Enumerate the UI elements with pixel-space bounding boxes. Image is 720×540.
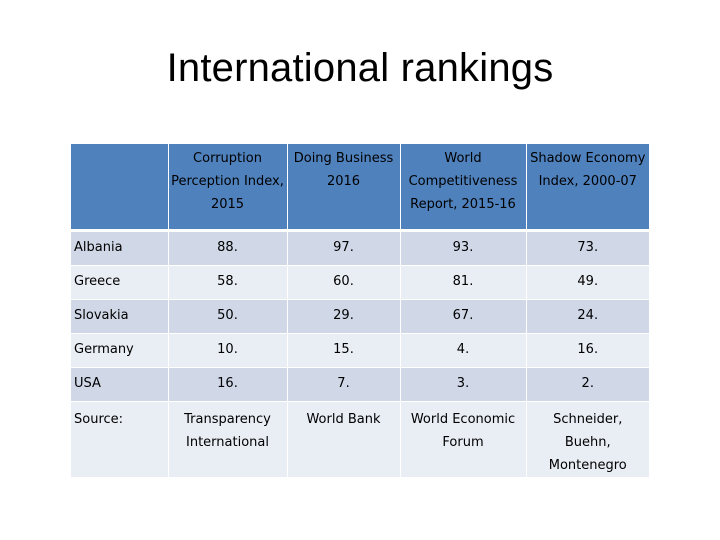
table-cell: 58.	[168, 265, 288, 300]
table-header-row: Corruption Perception Index, 2015 Doing …	[71, 144, 649, 232]
table-cell: 97.	[287, 230, 401, 266]
table-cell: 16.	[168, 367, 288, 402]
table-cell: 93.	[400, 230, 527, 266]
row-label: Albania	[71, 230, 169, 266]
header-doing-business: Doing Business 2016	[287, 144, 401, 232]
row-label: Greece	[71, 265, 169, 300]
table-cell: 81.	[400, 265, 527, 300]
table-row: Germany 10. 15. 4. 16.	[71, 333, 649, 368]
header-shadow-economy-index: Shadow Economy Index, 2000-07	[526, 144, 649, 232]
row-label: Germany	[71, 333, 169, 368]
table-cell: 29.	[287, 299, 401, 334]
table-cell: 2.	[526, 367, 649, 402]
table-cell: 4.	[400, 333, 527, 368]
table-cell: 16.	[526, 333, 649, 368]
table-cell: 49.	[526, 265, 649, 300]
source-cell: World Bank	[287, 401, 401, 478]
table-cell: 60.	[287, 265, 401, 300]
source-cell: Transparency International	[168, 401, 288, 478]
table-row: Slovakia 50. 29. 67. 24.	[71, 299, 649, 334]
table-cell: 15.	[287, 333, 401, 368]
row-label: Slovakia	[71, 299, 169, 334]
table-row: USA 16. 7. 3. 2.	[71, 367, 649, 402]
table-cell: 24.	[526, 299, 649, 334]
table-cell: 3.	[400, 367, 527, 402]
header-corner-cell	[71, 144, 169, 232]
table-cell: 10.	[168, 333, 288, 368]
row-label: USA	[71, 367, 169, 402]
rankings-table: Corruption Perception Index, 2015 Doing …	[71, 144, 649, 478]
table-cell: 7.	[287, 367, 401, 402]
header-corruption-perception-index: Corruption Perception Index, 2015	[168, 144, 288, 232]
table-cell: 88.	[168, 230, 288, 266]
table-row: Greece 58. 60. 81. 49.	[71, 265, 649, 300]
table-cell: 73.	[526, 230, 649, 266]
table-cell: 50.	[168, 299, 288, 334]
source-label: Source:	[71, 401, 169, 478]
source-cell: Schneider, Buehn, Montenegro	[526, 401, 649, 478]
source-cell: World Economic Forum	[400, 401, 527, 478]
table-cell: 67.	[400, 299, 527, 334]
table-row: Albania 88. 97. 93. 73.	[71, 230, 649, 266]
page-title: International rankings	[166, 46, 554, 90]
source-row: Source: Transparency International World…	[71, 401, 649, 478]
header-world-competitiveness-report: World Competitiveness Report, 2015-16	[400, 144, 527, 232]
